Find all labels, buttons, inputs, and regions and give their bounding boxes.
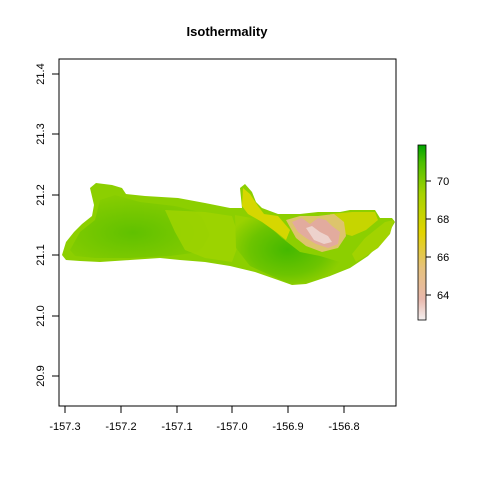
island-east-green	[235, 215, 340, 284]
y-tick-label: 21.0	[35, 305, 47, 326]
x-tick-label: -156.8	[328, 421, 359, 433]
x-tick-label: -156.9	[272, 421, 303, 433]
legend-tick-label: 68	[437, 214, 449, 226]
legend-tick-label: 64	[437, 290, 449, 302]
legend-tick-label: 66	[437, 252, 449, 264]
island-raster	[62, 183, 395, 285]
y-tick-label: 21.1	[35, 244, 47, 265]
chart-title: Isothermality	[187, 24, 269, 39]
y-tick-label: 20.9	[35, 365, 47, 386]
x-tick-label: -157.0	[216, 421, 247, 433]
x-tick-label: -157.3	[49, 421, 80, 433]
island-yellow-north	[242, 188, 290, 240]
legend-gradient	[417, 144, 427, 321]
island-center-light	[165, 210, 240, 262]
x-tick-label: -157.2	[105, 421, 136, 433]
legend-tick-label: 70	[437, 176, 449, 188]
y-axis: 20.9 21.0 21.1 21.2 21.3 21.4	[35, 63, 60, 387]
y-tick-label: 21.3	[35, 123, 47, 144]
x-tick-label: -157.1	[161, 421, 192, 433]
island-summit-pale	[306, 226, 332, 244]
x-axis: -157.3 -157.2 -157.1 -157.0 -156.9 -156.…	[49, 405, 360, 433]
y-tick-label: 21.2	[35, 184, 47, 205]
y-tick-label: 21.4	[35, 63, 47, 84]
legend-colorbar: 64 66 68 70	[417, 144, 449, 321]
island-east-tip	[352, 220, 394, 262]
